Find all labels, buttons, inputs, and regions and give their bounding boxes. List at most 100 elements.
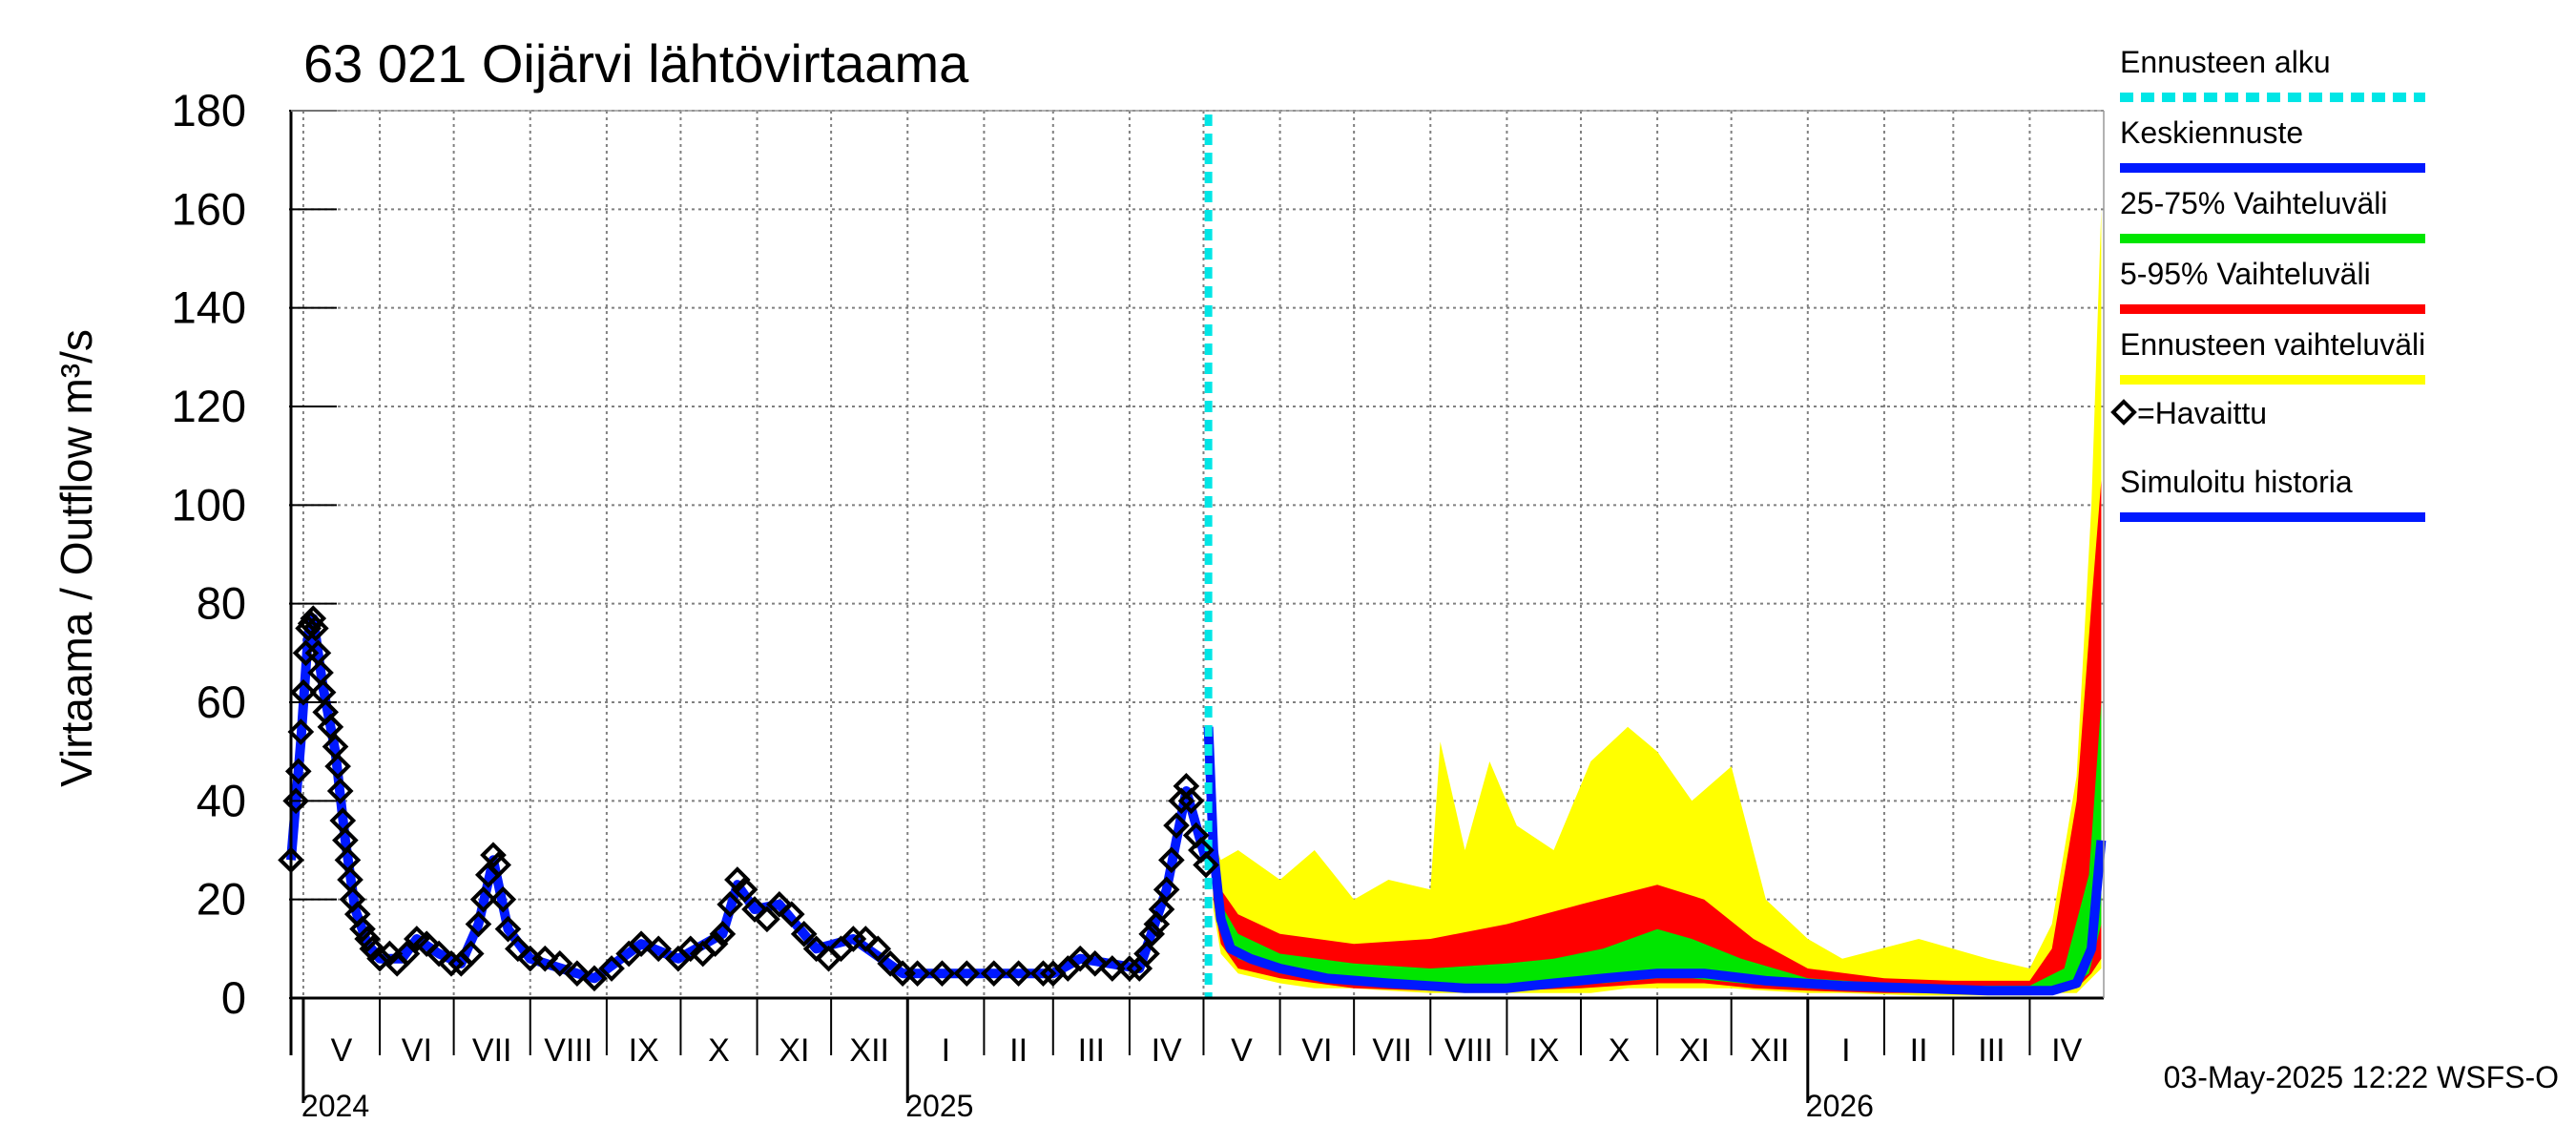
observed-point xyxy=(531,945,559,972)
observed-point xyxy=(904,960,931,987)
observed-point xyxy=(469,885,497,913)
observed-point xyxy=(1067,945,1094,972)
observed-point xyxy=(480,842,507,868)
observed-point xyxy=(1005,960,1032,987)
y-tick-label: 20 xyxy=(197,874,246,925)
observed-point xyxy=(393,940,421,968)
observed-point xyxy=(709,921,737,947)
y-tick-label: 180 xyxy=(172,85,246,135)
legend-marker-observed xyxy=(2110,399,2137,426)
chart-title: 63 021 Oijärvi lähtövirtaama xyxy=(303,33,969,94)
month-label: VI xyxy=(1301,1032,1332,1069)
y-tick-label: 100 xyxy=(172,479,246,530)
observed-point xyxy=(326,778,354,804)
observed-point xyxy=(864,935,892,963)
year-label: 2024 xyxy=(301,1089,369,1123)
observed-point xyxy=(1158,846,1185,874)
observed-point xyxy=(717,891,743,918)
observed-point xyxy=(317,714,344,740)
month-label: IX xyxy=(1528,1032,1559,1069)
month-label: VI xyxy=(402,1032,432,1069)
month-label: I xyxy=(1841,1032,1850,1069)
observed-point xyxy=(287,718,315,745)
legend: Ennusteen alku Keskiennuste 25-75% Vaihtel… xyxy=(2110,45,2425,522)
legend-label: 5-95% Vaihteluväli xyxy=(2120,257,2371,291)
observed-point xyxy=(282,787,309,815)
observed-point xyxy=(1148,896,1175,923)
month-label: XII xyxy=(1750,1032,1790,1069)
observed-point xyxy=(581,965,608,992)
legend-label: Keskiennuste xyxy=(2120,115,2303,150)
observed-point xyxy=(489,885,517,913)
observed-point xyxy=(564,960,591,987)
legend-label: 25-75% Vaihteluväli xyxy=(2120,186,2387,220)
observed-point xyxy=(1029,960,1057,987)
month-label: II xyxy=(1009,1032,1028,1069)
y-tick-label: 120 xyxy=(172,381,246,431)
observed-point xyxy=(701,930,729,957)
observed-point xyxy=(300,605,327,632)
observed-point xyxy=(1133,940,1160,968)
observed-point xyxy=(1098,955,1126,982)
month-label: V xyxy=(1231,1032,1253,1069)
legend-label: Ennusteen alku xyxy=(2120,45,2331,79)
month-label: IV xyxy=(1152,1032,1182,1069)
observed-point xyxy=(778,901,805,927)
month-label: X xyxy=(708,1032,730,1069)
month-label: I xyxy=(942,1032,950,1069)
observed-point xyxy=(731,876,758,904)
observed-point xyxy=(598,955,625,982)
y-tick-label: 60 xyxy=(197,677,246,727)
legend-label: Simuloitu historia xyxy=(2120,465,2353,499)
y-tick-label: 0 xyxy=(221,972,246,1023)
observed-point xyxy=(1163,812,1190,839)
month-label: IX xyxy=(629,1032,659,1069)
observed-point xyxy=(465,910,492,938)
y-tick-label: 40 xyxy=(197,775,246,825)
month-label: II xyxy=(1910,1032,1928,1069)
observed-point xyxy=(1143,910,1171,938)
observed-point xyxy=(1081,950,1109,977)
month-label: X xyxy=(1609,1032,1631,1069)
median-forecast-line xyxy=(1203,726,2107,996)
month-label: VIII xyxy=(1444,1032,1493,1069)
month-label: IV xyxy=(2051,1032,2082,1069)
observed-point xyxy=(349,915,376,943)
observed-point xyxy=(628,930,654,957)
month-label: XI xyxy=(779,1032,809,1069)
observed-point xyxy=(1168,787,1195,815)
observed-point xyxy=(980,960,1008,987)
observed-point xyxy=(485,851,511,879)
y-axis-label: Virtaama / Outflow m³/s xyxy=(52,329,101,787)
band-5-95 xyxy=(1208,480,2102,993)
observed-point xyxy=(494,915,522,943)
month-label: V xyxy=(331,1032,353,1069)
legend-label: Ennusteen vaihteluväli xyxy=(2120,327,2425,362)
y-tick-label: 160 xyxy=(172,183,246,234)
observed-point xyxy=(324,753,351,780)
observed-point xyxy=(790,921,818,947)
observed-point xyxy=(953,960,981,987)
observed-point xyxy=(1116,955,1143,982)
observed-point xyxy=(645,935,672,963)
observed-point xyxy=(1193,851,1219,879)
month-label: III xyxy=(1078,1032,1105,1069)
month-label: VIII xyxy=(544,1032,592,1069)
observed-point xyxy=(546,950,573,977)
observed-point xyxy=(1153,876,1180,904)
observed-point xyxy=(302,614,329,642)
forecast-bands xyxy=(1208,209,2102,996)
observed-point xyxy=(457,940,485,968)
full-forecast-band xyxy=(1208,209,2102,996)
observed-point xyxy=(754,906,780,933)
timestamp-label: 03-May-2025 12:22 WSFS-O xyxy=(2164,1060,2559,1094)
month-label: VII xyxy=(1372,1032,1412,1069)
month-label: XI xyxy=(1679,1032,1710,1069)
legend-label: =Havaittu xyxy=(2137,396,2267,430)
y-tick-label: 140 xyxy=(172,282,246,333)
observed-point xyxy=(676,935,704,963)
band-25-75 xyxy=(1208,702,2102,992)
observed-point xyxy=(366,945,393,972)
